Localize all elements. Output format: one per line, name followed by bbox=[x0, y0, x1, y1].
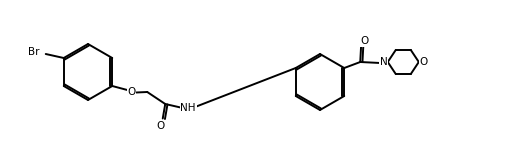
Text: O: O bbox=[361, 36, 369, 46]
Text: O: O bbox=[420, 57, 428, 67]
Text: O: O bbox=[128, 87, 136, 97]
Text: Br: Br bbox=[28, 47, 40, 57]
Text: NH: NH bbox=[180, 103, 196, 113]
Text: N: N bbox=[380, 57, 388, 67]
Text: O: O bbox=[156, 120, 165, 130]
